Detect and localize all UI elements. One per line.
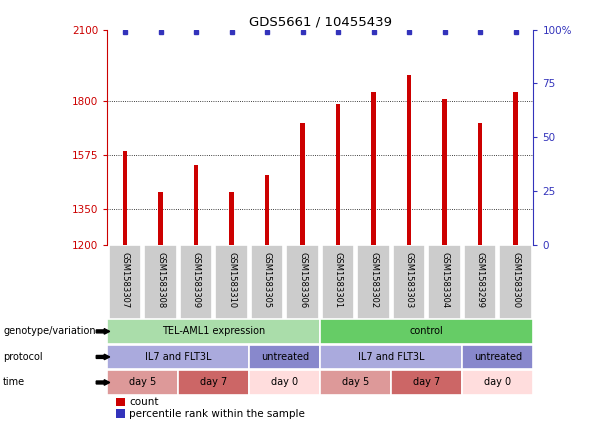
Text: GSM1583308: GSM1583308 (156, 252, 165, 308)
Bar (229, 192, 234, 244)
FancyBboxPatch shape (321, 370, 391, 395)
FancyBboxPatch shape (322, 244, 354, 319)
Text: GSM1583302: GSM1583302 (369, 252, 378, 308)
FancyBboxPatch shape (249, 345, 321, 369)
Text: day 7: day 7 (200, 377, 227, 387)
Bar (443, 99, 447, 244)
FancyBboxPatch shape (463, 244, 497, 319)
Text: GSM1583310: GSM1583310 (227, 252, 236, 308)
FancyBboxPatch shape (286, 244, 319, 319)
Text: percentile rank within the sample: percentile rank within the sample (129, 409, 305, 419)
Text: day 0: day 0 (484, 377, 511, 387)
Text: genotype/variation: genotype/variation (3, 327, 96, 336)
FancyBboxPatch shape (428, 244, 461, 319)
FancyBboxPatch shape (249, 370, 321, 395)
FancyBboxPatch shape (107, 370, 178, 395)
FancyBboxPatch shape (391, 370, 462, 395)
Text: protocol: protocol (3, 352, 43, 362)
Bar (194, 165, 198, 244)
FancyBboxPatch shape (144, 244, 177, 319)
FancyBboxPatch shape (215, 244, 248, 319)
Bar (116, 409, 125, 418)
FancyBboxPatch shape (462, 370, 533, 395)
Text: GSM1583307: GSM1583307 (121, 252, 129, 308)
Text: untreated: untreated (261, 352, 309, 362)
Text: IL7 and FLT3L: IL7 and FLT3L (358, 352, 425, 362)
Bar (336, 104, 340, 244)
Text: GSM1583309: GSM1583309 (191, 252, 200, 308)
Bar (407, 75, 411, 244)
Title: GDS5661 / 10455439: GDS5661 / 10455439 (249, 16, 392, 28)
Text: IL7 and FLT3L: IL7 and FLT3L (145, 352, 211, 362)
FancyBboxPatch shape (499, 244, 532, 319)
Text: control: control (410, 327, 444, 336)
FancyBboxPatch shape (180, 244, 212, 319)
FancyBboxPatch shape (321, 319, 533, 343)
Bar (478, 123, 482, 244)
Text: GSM1583300: GSM1583300 (511, 252, 520, 308)
Text: count: count (129, 397, 159, 407)
Text: day 7: day 7 (413, 377, 440, 387)
Bar (514, 92, 518, 244)
FancyBboxPatch shape (321, 345, 462, 369)
Text: GSM1583306: GSM1583306 (298, 252, 307, 308)
Text: day 5: day 5 (342, 377, 370, 387)
Bar (265, 176, 269, 244)
FancyBboxPatch shape (357, 244, 390, 319)
Text: TEL-AML1 expression: TEL-AML1 expression (162, 327, 265, 336)
FancyBboxPatch shape (462, 345, 533, 369)
FancyBboxPatch shape (107, 345, 249, 369)
Text: time: time (3, 377, 25, 387)
Text: GSM1583304: GSM1583304 (440, 252, 449, 308)
Text: day 0: day 0 (271, 377, 299, 387)
Text: untreated: untreated (474, 352, 522, 362)
FancyBboxPatch shape (107, 319, 321, 343)
FancyBboxPatch shape (178, 370, 249, 395)
Bar (116, 398, 125, 406)
Text: GSM1583301: GSM1583301 (333, 252, 343, 308)
FancyBboxPatch shape (109, 244, 142, 319)
Text: GSM1583299: GSM1583299 (476, 252, 484, 308)
Bar (371, 92, 376, 244)
Bar (158, 192, 162, 244)
Bar (123, 151, 127, 244)
FancyBboxPatch shape (251, 244, 283, 319)
Text: day 5: day 5 (129, 377, 156, 387)
Text: GSM1583303: GSM1583303 (405, 252, 414, 308)
FancyBboxPatch shape (393, 244, 425, 319)
Bar (300, 123, 305, 244)
Text: GSM1583305: GSM1583305 (262, 252, 272, 308)
